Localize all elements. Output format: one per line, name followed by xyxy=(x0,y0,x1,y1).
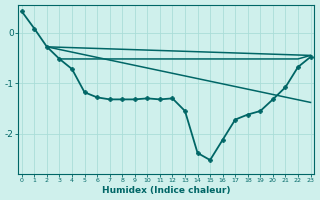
X-axis label: Humidex (Indice chaleur): Humidex (Indice chaleur) xyxy=(102,186,230,195)
